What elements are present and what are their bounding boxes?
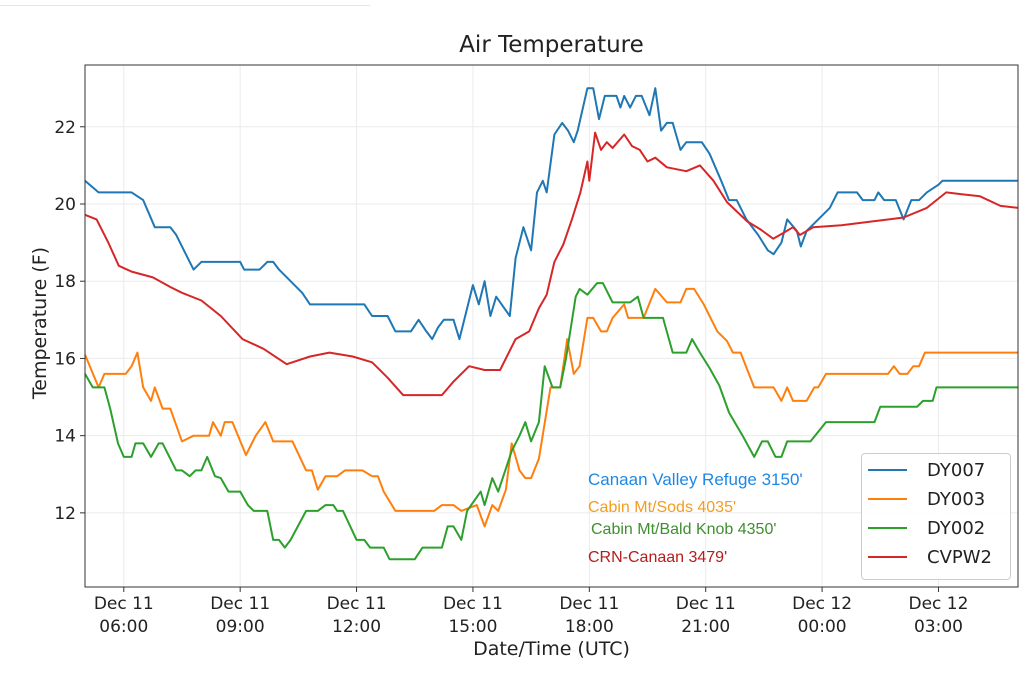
legend-label: DY007 <box>927 459 986 481</box>
legend-label: DY002 <box>927 517 986 539</box>
legend: DY007 DY003 DY002 CVPW2 <box>861 453 1011 580</box>
legend-swatch <box>868 498 907 500</box>
legend-item-dy007: DY007 <box>862 456 985 484</box>
y-tick-label: 18 <box>54 272 76 292</box>
legend-swatch <box>868 527 907 529</box>
x-tick-label-time: 21:00 <box>681 617 730 637</box>
annotation-bald-knob: Cabin Mt/Bald Knob 4350' <box>591 521 777 538</box>
annotation-canaan-valley: Canaan Valley Refuge 3150' <box>588 470 803 489</box>
x-tick-label-date: Dec 11 <box>443 594 503 614</box>
series-line-cvpw2 <box>84 131 1019 397</box>
x-tick-label-date: Dec 12 <box>792 594 852 614</box>
legend-item-dy002: DY002 <box>862 514 985 542</box>
annotation-crn-canaan: CRN-Canaan 3479' <box>588 549 728 566</box>
x-tick-label-time: 09:00 <box>216 617 265 637</box>
series-line-dy007 <box>84 87 1018 341</box>
series-line-dy002 <box>84 282 1018 561</box>
legend-label: DY003 <box>927 488 986 510</box>
y-tick-label: 22 <box>54 118 76 138</box>
legend-item-cvpw2: CVPW2 <box>862 543 992 571</box>
x-tick-label-date: Dec 11 <box>210 594 270 614</box>
legend-item-dy003: DY003 <box>862 485 985 513</box>
legend-swatch <box>868 469 907 471</box>
x-tick-label-date: Dec 11 <box>327 594 387 614</box>
x-tick-label-date: Dec 11 <box>676 594 736 614</box>
x-tick-label-date: Dec 11 <box>94 594 154 614</box>
divider <box>0 5 370 6</box>
x-tick-label-time: 18:00 <box>565 617 614 637</box>
chart-title: Air Temperature <box>459 32 644 58</box>
x-axis-label: Date/Time (UTC) <box>473 638 630 660</box>
y-tick-label: 12 <box>54 504 76 524</box>
x-tick-label-time: 00:00 <box>798 617 847 637</box>
x-tick-label-time: 12:00 <box>332 617 381 637</box>
series-line-dy003 <box>84 287 1018 528</box>
legend-label: CVPW2 <box>927 546 992 568</box>
annotation-cabin-sods: Cabin Mt/Sods 4035' <box>588 499 737 516</box>
y-tick-label: 16 <box>54 349 76 369</box>
x-tick-label-date: Dec 11 <box>559 594 619 614</box>
legend-swatch <box>868 556 907 558</box>
x-tick-label-time: 06:00 <box>99 617 148 637</box>
plot-frame <box>84 64 1019 588</box>
x-tick-label-time: 03:00 <box>914 617 963 637</box>
y-tick-label: 20 <box>54 195 76 215</box>
y-tick-label: 14 <box>54 427 76 447</box>
x-tick-label-date: Dec 12 <box>909 594 969 614</box>
x-tick-label-time: 15:00 <box>448 617 497 637</box>
